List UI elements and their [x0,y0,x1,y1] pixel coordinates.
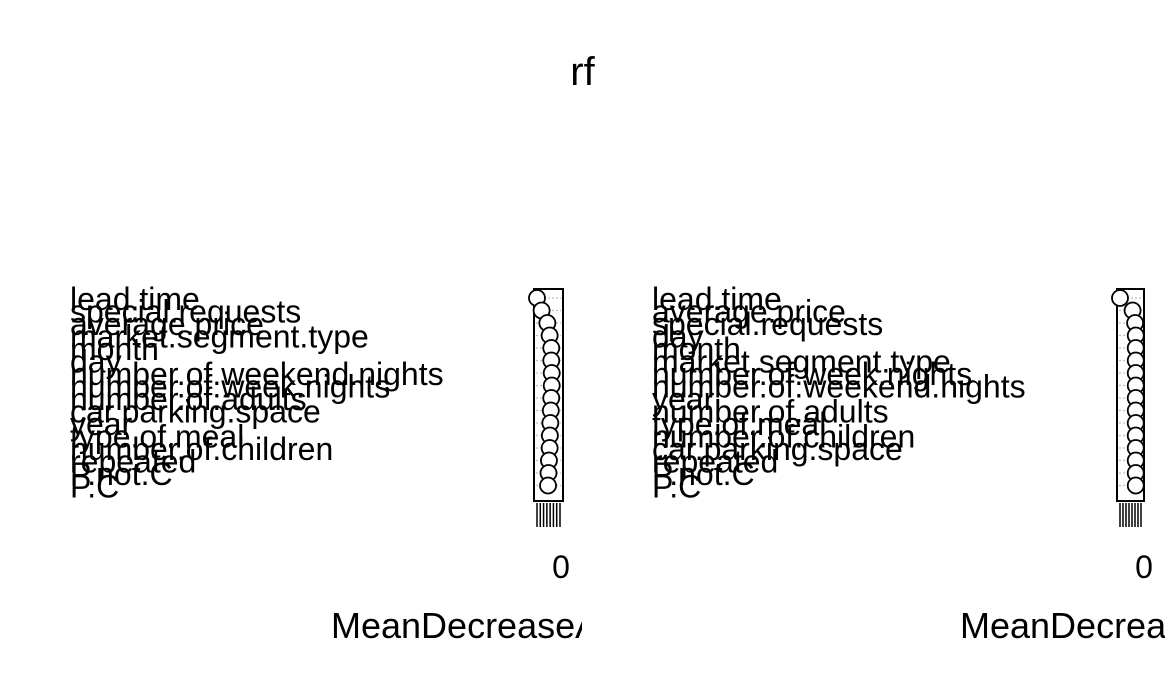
variable-label: month [70,331,159,367]
data-point [1111,289,1129,307]
panel-1: lead.timespecial.requestsaverage.pricema… [70,281,723,646]
variable-label: P.not.C [652,456,755,492]
variable-label: number.of.week.nights [652,356,972,392]
variable-label: year [70,406,133,442]
variable-label: P.C [70,469,119,505]
variable-label: number.of.children [652,419,915,455]
variable-label: number.of.weekend.nights [70,356,444,392]
panel-2: lead.timeaverage.pricespecial.requestsda… [652,281,1165,646]
variable-label: number.of.children [70,431,333,467]
x-axis-label: MeanDecreaseGini [960,605,1165,646]
variable-label: repeated [70,444,196,480]
x-axis-label: MeanDecreaseAccuracy [331,605,723,646]
variable-label: type.of.meal [70,419,244,455]
data-point [539,476,557,495]
variable-label: repeated [652,444,778,480]
variable-label: market.segment.type [652,344,951,380]
variable-label: day [652,319,704,355]
variable-label: market.segment.type [70,319,369,355]
variable-label: number.of.weekend.nights [652,369,1026,405]
variable-label: lead.time [652,281,782,317]
variable-label: month [652,331,741,367]
variable-label: special.requests [70,294,301,330]
x-tick-label: 0 [1135,549,1153,585]
chart-title: rf [570,50,595,94]
variable-label: lead.time [70,281,200,317]
variable-label: day [70,344,122,380]
x-tick-label: 0 [552,549,570,585]
variable-label: average.price [70,306,264,342]
variable-label: year [652,381,715,417]
variable-label: special.requests [652,306,883,342]
variable-label: P.not.C [70,456,173,492]
variable-label: number.of.week.nights [70,369,390,405]
data-point [1126,476,1145,495]
variable-label: number.of.adults [652,394,889,430]
variable-label: car.parking.space [652,431,903,467]
plot-box [533,288,564,502]
variable-label: car.parking.space [70,394,321,430]
variable-label: number.of.adults [70,381,307,417]
variable-label: type.of.meal [652,406,826,442]
variable-label: P.C [652,469,701,505]
variable-label: average.price [652,294,846,330]
